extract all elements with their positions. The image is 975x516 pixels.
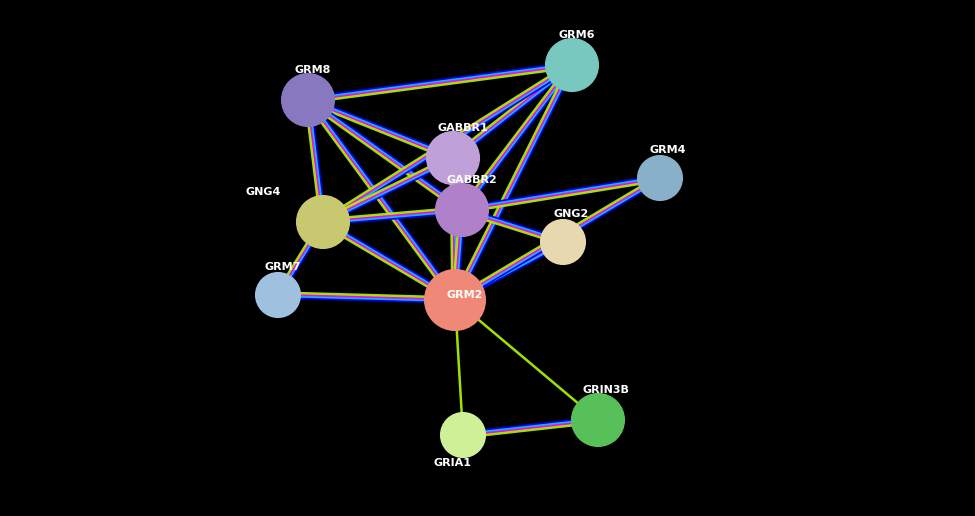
Text: GRIA1: GRIA1	[434, 458, 472, 468]
Circle shape	[436, 184, 488, 236]
Circle shape	[638, 156, 682, 200]
Text: GNG4: GNG4	[246, 187, 281, 197]
Circle shape	[266, 283, 291, 307]
Circle shape	[427, 132, 479, 184]
Text: GRM7: GRM7	[265, 262, 301, 272]
Circle shape	[584, 406, 612, 434]
Text: GRM8: GRM8	[294, 65, 332, 75]
Circle shape	[450, 423, 475, 447]
Text: GRIN3B: GRIN3B	[583, 385, 630, 395]
Circle shape	[648, 166, 672, 190]
Circle shape	[439, 143, 467, 172]
Text: GRM6: GRM6	[559, 30, 596, 40]
Circle shape	[448, 196, 477, 224]
Circle shape	[541, 220, 585, 264]
Circle shape	[551, 230, 575, 254]
Circle shape	[441, 413, 485, 457]
Circle shape	[546, 39, 598, 91]
Circle shape	[309, 208, 337, 236]
Circle shape	[425, 270, 485, 330]
Circle shape	[282, 74, 334, 126]
Circle shape	[297, 196, 349, 248]
Circle shape	[256, 273, 300, 317]
Text: GNG2: GNG2	[554, 209, 589, 219]
Circle shape	[293, 86, 323, 115]
Text: GABBR2: GABBR2	[447, 175, 497, 185]
Circle shape	[572, 394, 624, 446]
Text: GRM4: GRM4	[649, 145, 686, 155]
Circle shape	[439, 283, 472, 316]
Text: GRM2: GRM2	[447, 290, 484, 300]
Text: GABBR1: GABBR1	[438, 123, 488, 133]
Circle shape	[558, 51, 586, 79]
